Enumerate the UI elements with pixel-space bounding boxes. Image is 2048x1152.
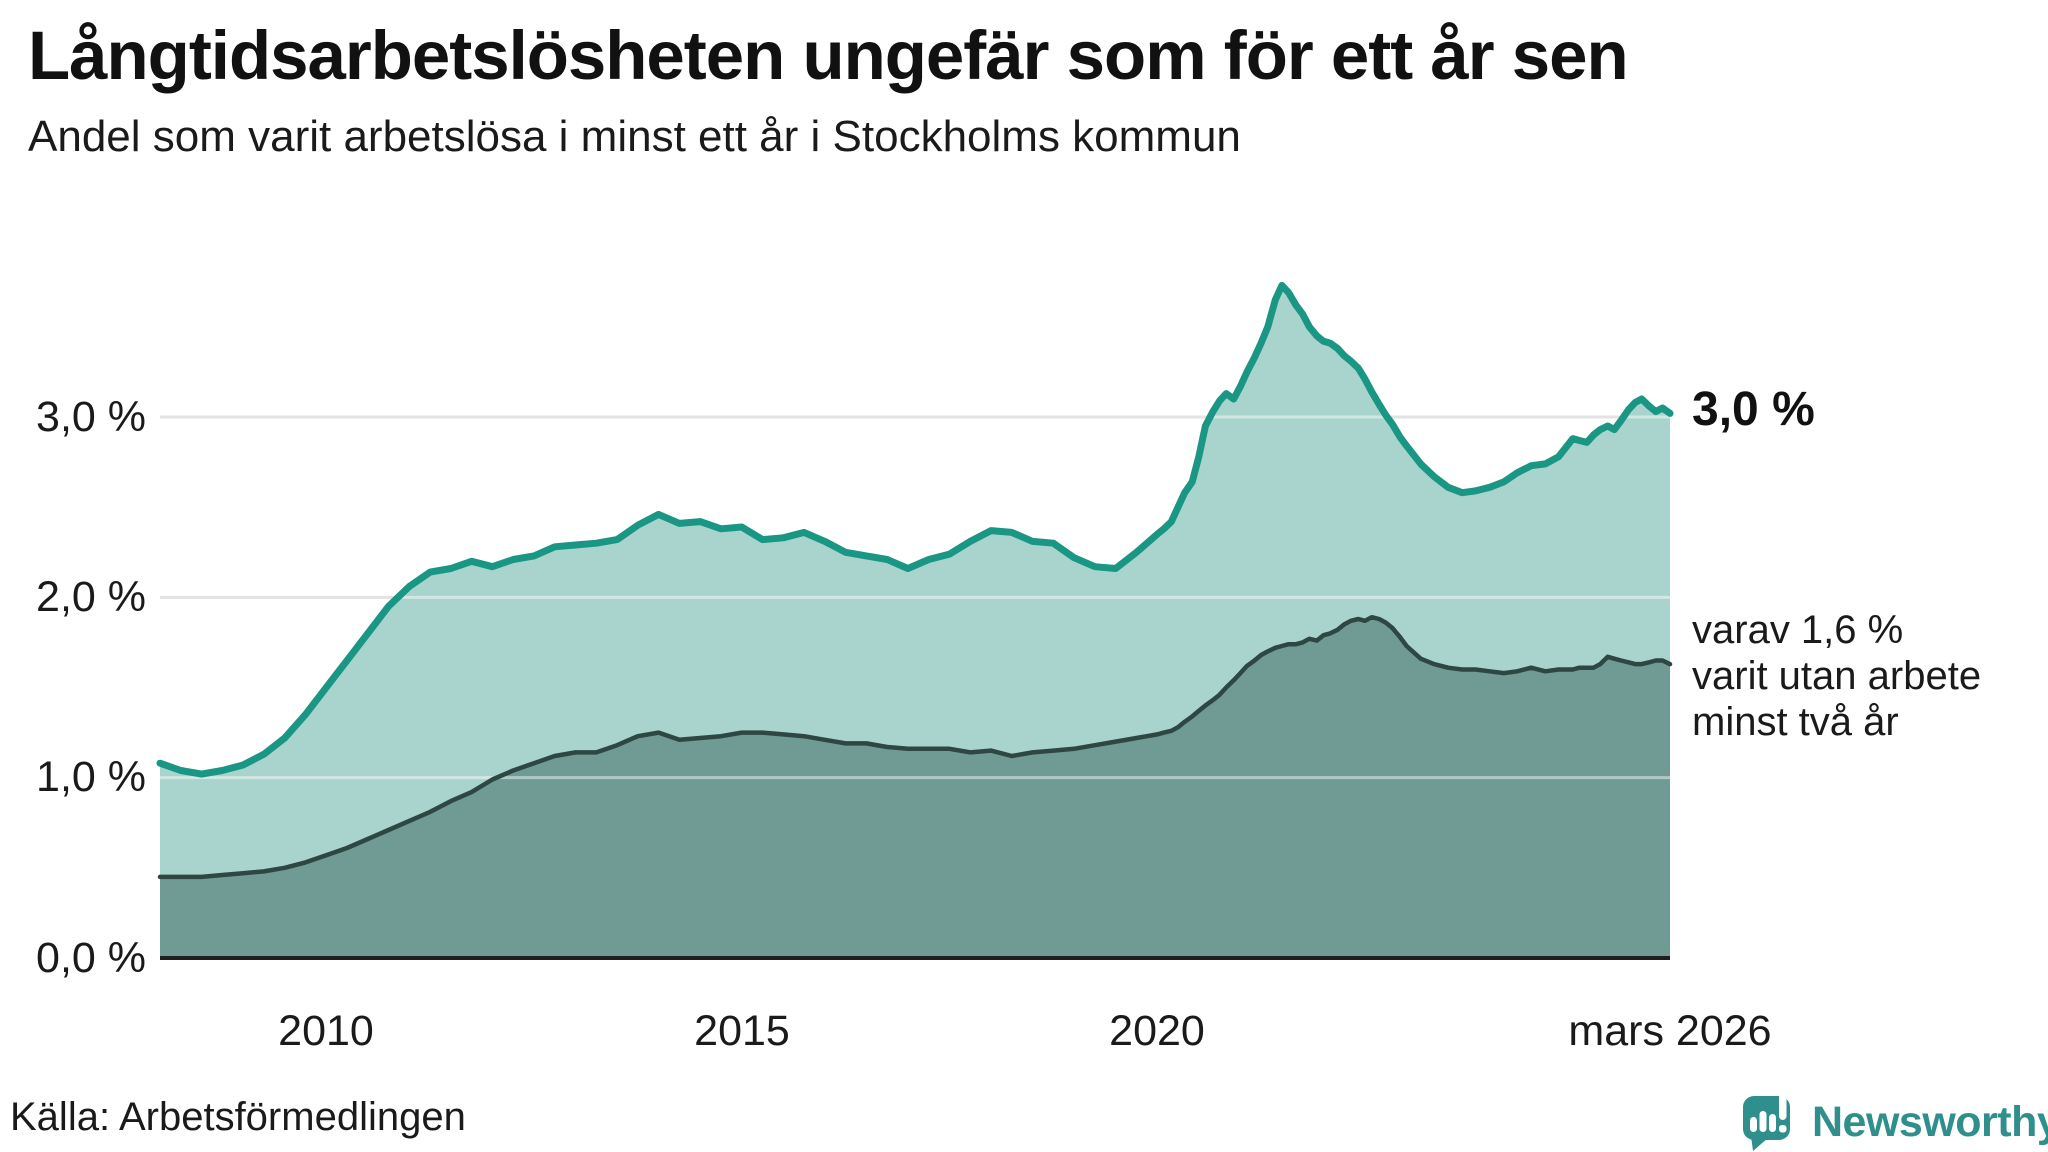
two-year-series-line [157,614,1673,880]
y-axis-tick-label: 0,0 % [36,934,146,982]
total-series-line [156,281,1674,778]
newsworthy-brand: Newsworthy [1740,1086,2048,1152]
y-axis-tick-label: 3,0 % [36,393,146,441]
x-axis-tick-label: mars 2026 [1568,1007,1772,1055]
source-note: Källa: Arbetsförmedlingen [10,1095,466,1139]
two-year-end-value-label: varav 1,6 % varit utan arbete minst två … [1692,608,1982,744]
newsworthy-logo-icon [1743,1087,1790,1151]
x-axis-tick-label: 2015 [694,1007,790,1055]
x-axis-tick-label: 2010 [278,1007,374,1055]
two-year-series-area [160,617,1670,958]
total-end-value-label: 3,0 % [1692,383,1815,436]
page-subtitle: Andel som varit arbetslösa i minst ett å… [28,112,1241,161]
y-axis-tick-label: 1,0 % [36,753,146,801]
newsworthy-wordmark: Newsworthy [1812,1098,2048,1146]
y-axis-tick-label: 2,0 % [36,573,146,621]
page-title: Långtidsarbetslösheten ungefär som för e… [28,17,1629,94]
x-axis-tick-label: 2020 [1109,1007,1205,1055]
